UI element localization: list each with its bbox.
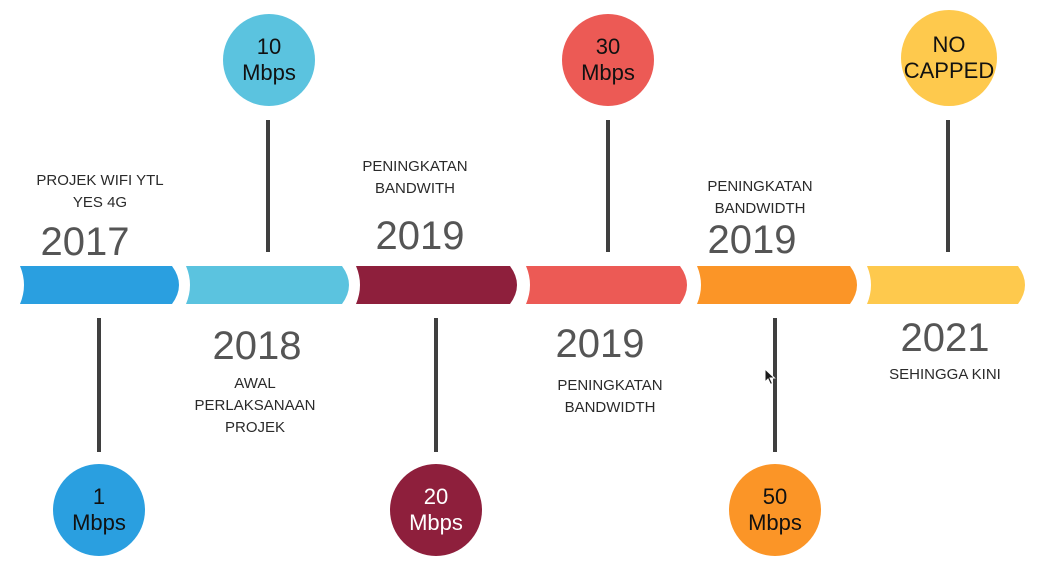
milestone-2017-speed-bubble: 1 Mbps xyxy=(53,464,145,556)
milestone-2019-b-caption: PENINGKATAN BANDWIDTH xyxy=(557,377,663,416)
milestone-2018-year: 2018 xyxy=(212,324,302,368)
timeline-segment-2021 xyxy=(867,266,1025,304)
milestone-2018-caption: AWAL PERLAKSANAAN PROJEK xyxy=(194,375,316,436)
timeline-segment-2018 xyxy=(186,266,349,304)
timeline-segment-2019-c xyxy=(697,266,857,304)
milestone-2019-b-speed-bubble: 30 Mbps xyxy=(562,14,654,106)
milestone-2018-connector xyxy=(266,120,270,252)
milestone-2019-a-connector xyxy=(434,318,438,452)
timeline-segment-2019-a xyxy=(356,266,517,304)
milestone-2017-connector xyxy=(97,318,101,452)
milestone-2021-speed-bubble: NO CAPPED xyxy=(901,10,997,106)
mouse-pointer-icon xyxy=(764,368,776,386)
milestone-2019-a-year: 2019 xyxy=(375,214,465,258)
milestone-2019-b-connector xyxy=(606,120,610,252)
milestone-2021-year: 2021 xyxy=(900,316,990,360)
milestone-2017-caption: PROJEK WIFI YTL YES 4G xyxy=(36,172,164,211)
milestone-2018-speed-bubble: 10 Mbps xyxy=(223,14,315,106)
milestone-2019-a-speed-bubble: 20 Mbps xyxy=(390,464,482,556)
milestone-2021-caption: SEHINGGA KINI xyxy=(889,366,1001,383)
timeline-segment-2019-b xyxy=(526,266,687,304)
milestone-2019-b-year: 2019 xyxy=(555,322,645,366)
milestone-2019-c-caption: PENINGKATAN BANDWIDTH xyxy=(707,178,813,217)
timeline-segment-2017 xyxy=(20,266,179,304)
milestone-2019-c-year: 2019 xyxy=(707,218,797,262)
milestone-2019-c-connector xyxy=(773,318,777,452)
milestone-2019-c-speed-bubble: 50 Mbps xyxy=(729,464,821,556)
milestone-2021-connector xyxy=(946,120,950,252)
milestone-2019-a-caption: PENINGKATAN BANDWITH xyxy=(362,158,468,197)
milestone-2017-year: 2017 xyxy=(40,220,130,264)
